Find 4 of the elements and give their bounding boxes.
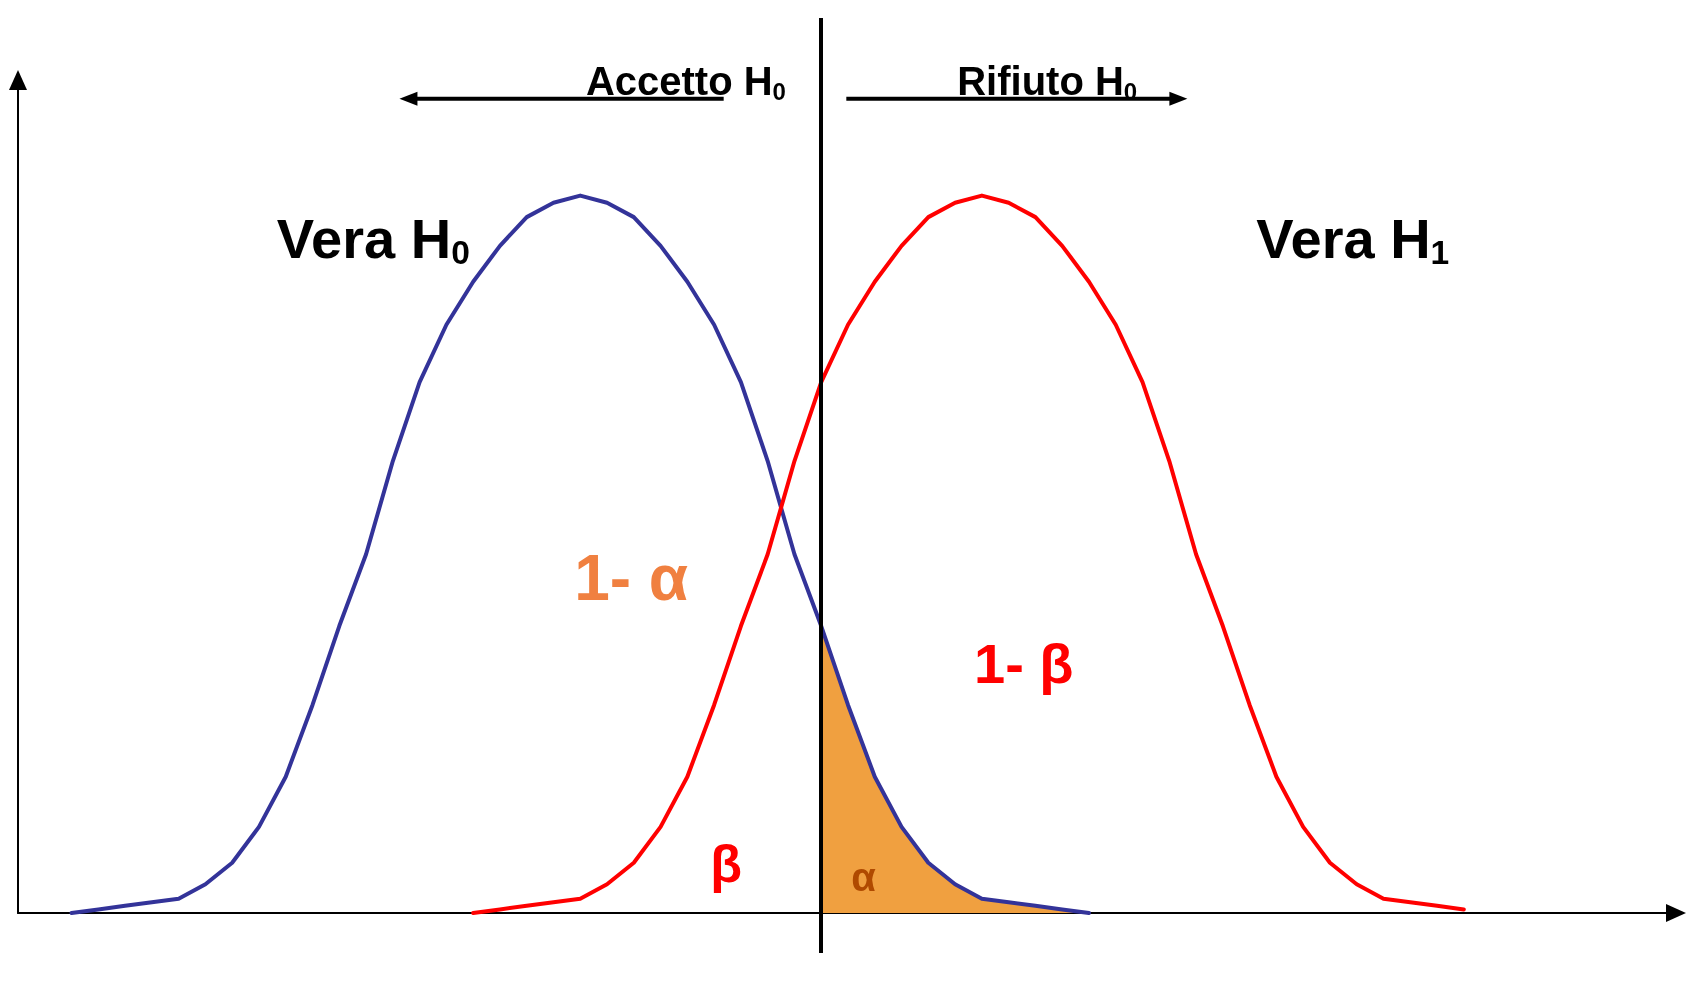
- annotation: 1- α: [574, 541, 689, 614]
- annotation: α: [851, 855, 877, 900]
- annotation: β: [710, 834, 742, 893]
- annotation: 1- β: [974, 631, 1074, 695]
